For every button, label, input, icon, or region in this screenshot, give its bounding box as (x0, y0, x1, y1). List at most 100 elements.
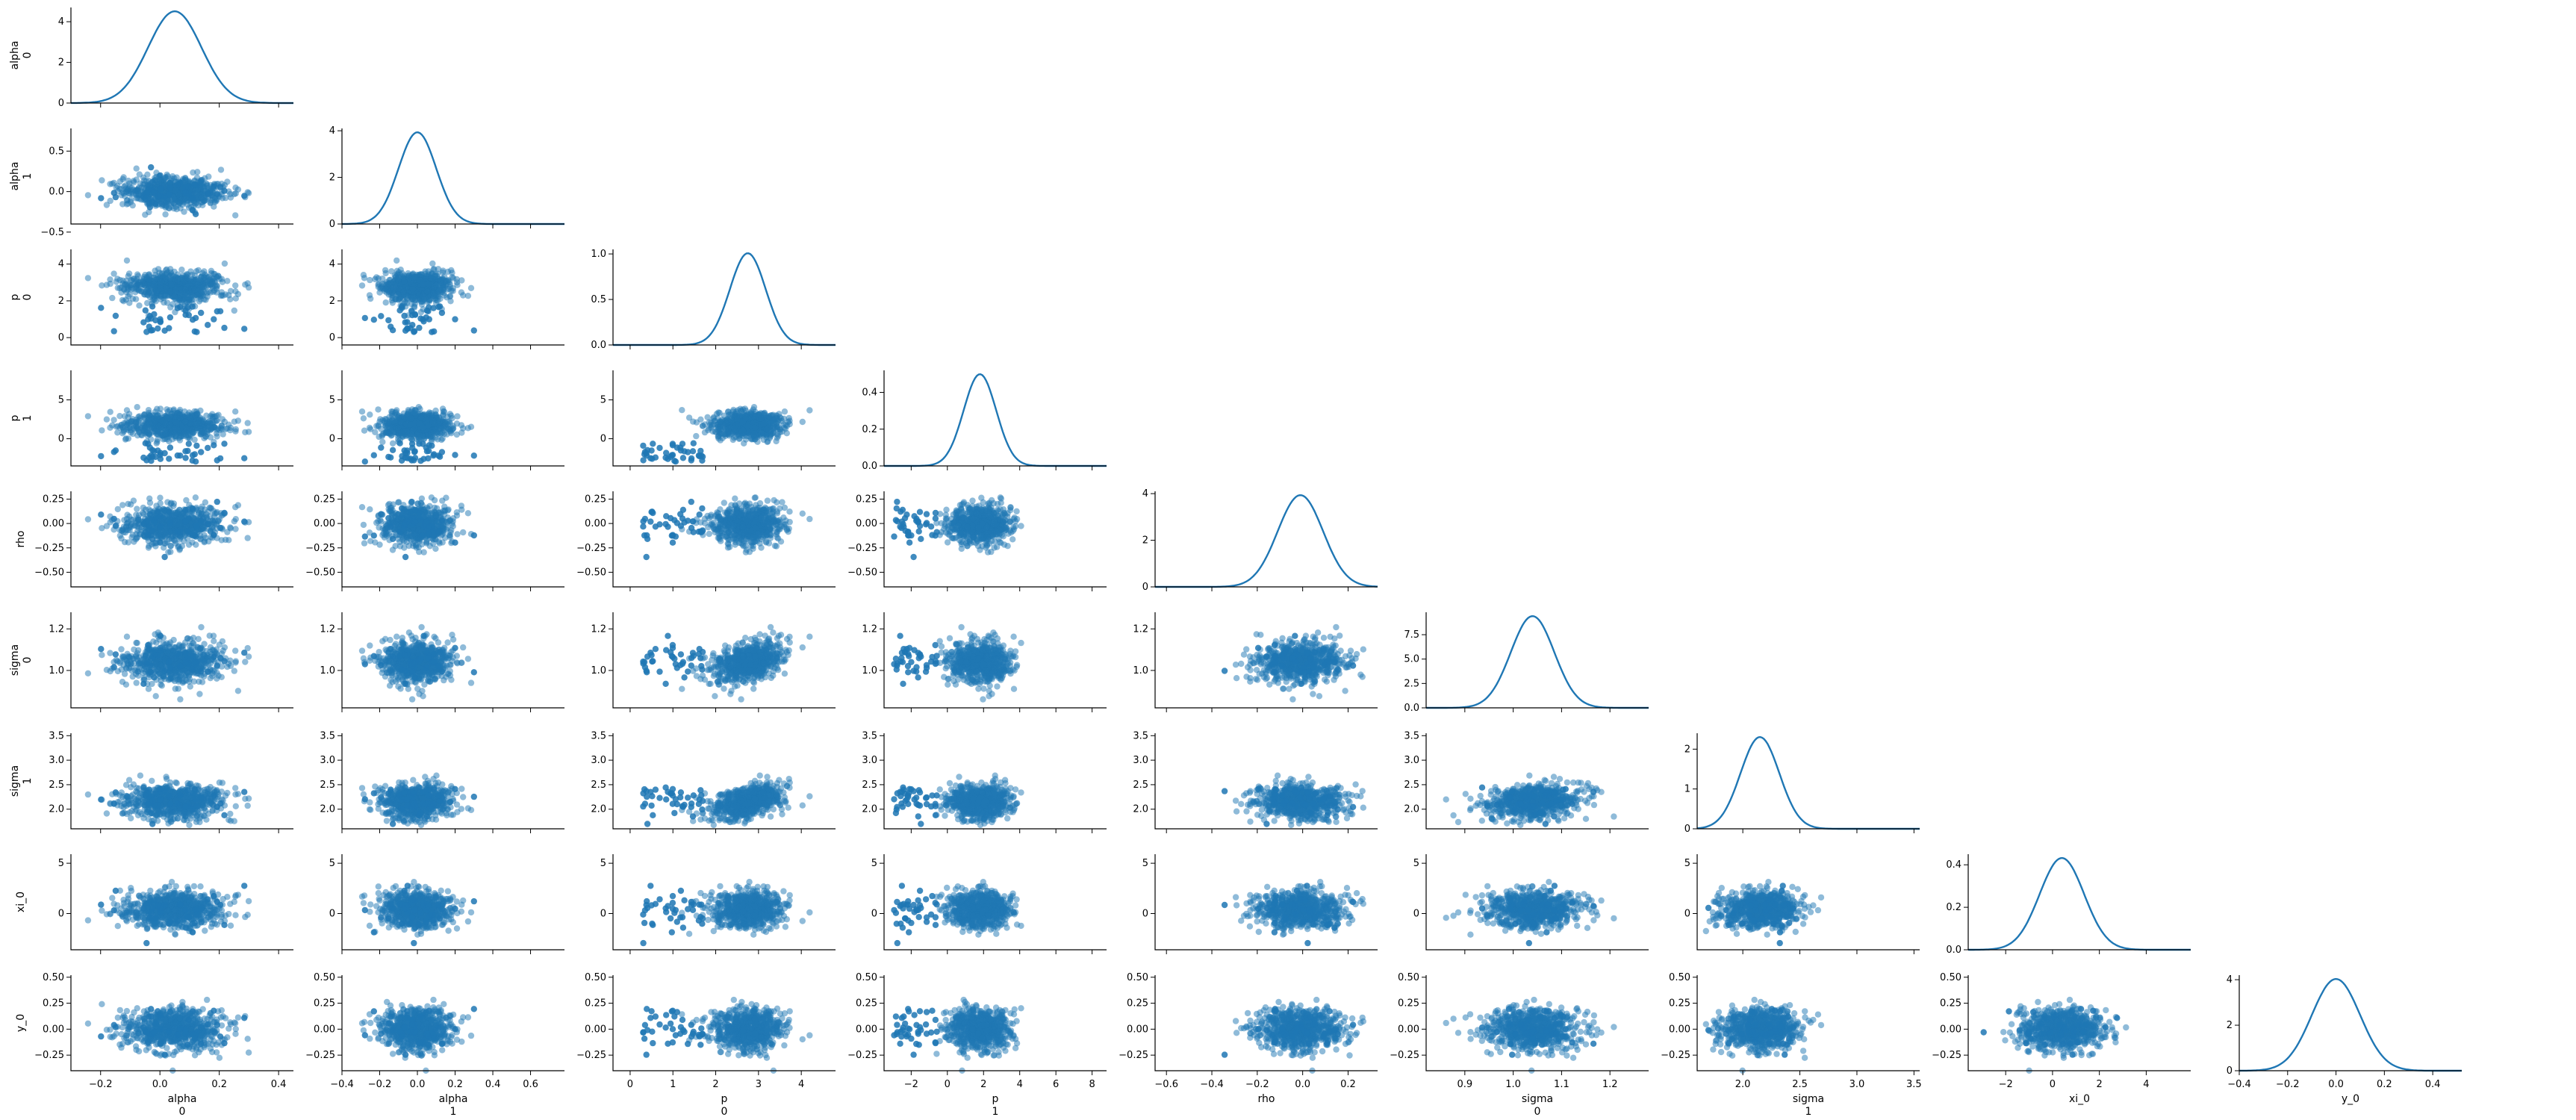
point (218, 276, 225, 282)
point (114, 429, 121, 436)
point (426, 316, 432, 323)
point (211, 316, 217, 323)
point (685, 414, 693, 421)
ytick-label: 0.0 (591, 340, 606, 351)
ytick-label: 5 (329, 395, 335, 406)
point (174, 305, 181, 311)
point (146, 409, 152, 417)
point (395, 291, 402, 298)
point (426, 442, 432, 449)
point (428, 275, 435, 282)
point (717, 419, 724, 426)
point (641, 451, 648, 458)
point (722, 432, 729, 440)
point (183, 424, 190, 432)
point (109, 294, 116, 302)
point (396, 440, 403, 447)
point (397, 418, 404, 425)
point (439, 269, 447, 276)
point (770, 420, 777, 427)
point (205, 444, 211, 452)
point (149, 199, 156, 205)
point (448, 267, 455, 274)
point (149, 453, 156, 460)
point (111, 417, 117, 423)
point (730, 424, 738, 432)
point (132, 296, 140, 302)
point (699, 422, 706, 429)
point (126, 299, 133, 306)
point (182, 448, 189, 455)
ytick-label: 2 (329, 296, 335, 307)
point (194, 425, 201, 432)
scatter-points-p_0-vs-alpha_1 (358, 257, 477, 335)
point (648, 447, 655, 454)
point (420, 424, 426, 431)
ytick-label: 0 (58, 434, 64, 445)
point (162, 211, 169, 218)
point (162, 427, 169, 434)
point (372, 276, 379, 283)
point (182, 311, 189, 318)
point (695, 452, 703, 459)
point (103, 416, 111, 423)
point (411, 448, 418, 455)
point (752, 432, 759, 438)
point (411, 311, 418, 318)
ytick-label: 0.0 (862, 461, 877, 472)
ytick-label: 0.0 (49, 187, 64, 198)
point (389, 447, 396, 453)
point (669, 442, 676, 449)
point (470, 452, 477, 459)
point (187, 268, 194, 275)
point (214, 308, 220, 315)
point (141, 291, 149, 298)
point (198, 178, 205, 184)
point (149, 303, 156, 310)
point (193, 442, 200, 449)
point (231, 190, 237, 198)
point (111, 270, 117, 277)
point (438, 276, 444, 284)
point (191, 328, 198, 335)
point (142, 196, 149, 202)
point (167, 444, 174, 451)
point (715, 433, 721, 441)
point (142, 440, 149, 447)
point (688, 457, 694, 464)
point (157, 185, 164, 193)
point (157, 405, 164, 412)
scatter-points-p_1-vs-p_0 (640, 404, 813, 465)
point (198, 449, 205, 455)
point (99, 177, 105, 184)
point (152, 298, 159, 305)
point (84, 413, 92, 420)
point (214, 190, 220, 198)
point (361, 275, 368, 281)
point (202, 296, 209, 303)
point (425, 308, 432, 314)
panel-rho-vs-alpha_0: −0.50−0.250.000.25 (34, 491, 293, 591)
point (189, 303, 196, 310)
point (436, 419, 443, 426)
point (122, 436, 129, 443)
point (178, 432, 184, 440)
point (232, 212, 239, 219)
point (382, 285, 389, 292)
point (429, 260, 436, 267)
point (153, 440, 160, 447)
point (218, 289, 225, 296)
point (128, 199, 134, 205)
point (162, 293, 169, 300)
point (198, 309, 205, 317)
point (672, 458, 679, 465)
point (411, 457, 417, 464)
ytick-label: 5 (58, 395, 64, 406)
point (780, 415, 788, 422)
point (140, 174, 147, 181)
point (208, 281, 214, 287)
point (174, 276, 181, 283)
point (162, 275, 169, 281)
point (151, 189, 158, 196)
